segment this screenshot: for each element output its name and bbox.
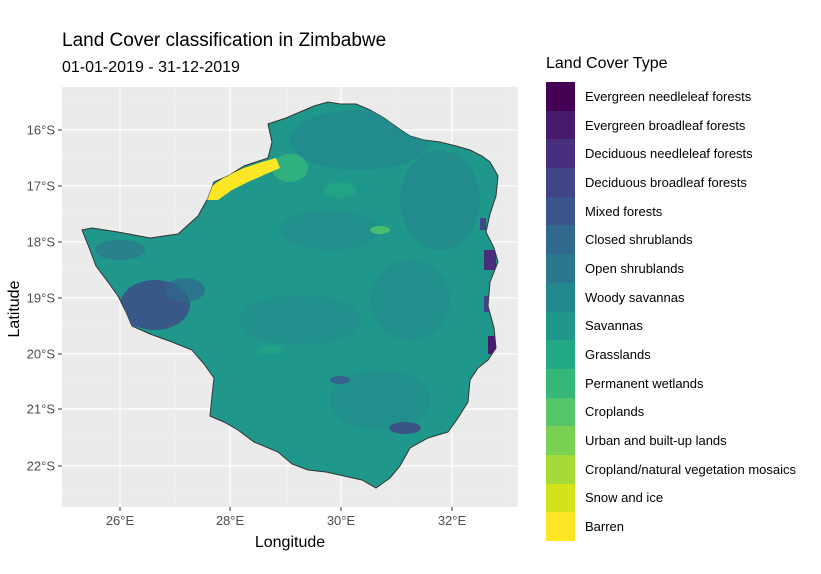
legend-item: Evergreen needleleaf forests — [546, 82, 796, 111]
legend-label: Evergreen needleleaf forests — [585, 88, 752, 104]
axis-ticks — [58, 129, 453, 511]
legend-swatch — [546, 426, 575, 455]
legend-item: Grasslands — [546, 340, 796, 369]
legend-swatch — [546, 311, 575, 341]
y-tick-label: 22°S — [27, 459, 56, 474]
legend-swatch — [546, 512, 575, 541]
legend-swatch — [546, 254, 575, 283]
y-tick-label: 21°S — [27, 402, 56, 417]
legend-swatch — [546, 225, 575, 255]
map-subtitle: 01-01-2019 - 31-12-2019 — [62, 59, 240, 76]
legend-swatch — [546, 110, 575, 140]
legend-swatch — [546, 340, 575, 369]
x-tick-label: 32°E — [438, 513, 467, 528]
y-tick-label: 20°S — [27, 347, 56, 362]
legend-item: Woody savannas — [546, 282, 796, 312]
legend-label: Snow and ice — [585, 490, 664, 506]
legend-item: Savannas — [546, 311, 796, 341]
legend-swatch — [546, 196, 575, 226]
legend-label: Savannas — [585, 318, 643, 334]
legend-swatch — [546, 168, 575, 197]
legend-item: Mixed forests — [546, 196, 796, 226]
map-title: Land Cover classification in Zimbabwe — [62, 30, 387, 51]
y-axis-title: Latitude — [6, 280, 23, 338]
legend-label: Barren — [585, 519, 625, 535]
legend-label: Open shrublands — [585, 260, 685, 276]
legend-swatch — [546, 139, 575, 169]
legend-label: Evergreen broadleaf forests — [585, 117, 746, 133]
legend-item: Open shrublands — [546, 254, 796, 283]
legend-item: Snow and ice — [546, 483, 796, 513]
y-tick-label: 16°S — [27, 123, 56, 138]
legend-item: Evergreen broadleaf forests — [546, 110, 796, 140]
legend-swatch — [546, 368, 575, 398]
legend-swatch — [546, 282, 575, 312]
legend-item: Croplands — [546, 397, 796, 427]
legend-swatch — [546, 483, 575, 513]
y-tick-label: 19°S — [27, 291, 56, 306]
legend-item: Deciduous broadleaf forests — [546, 168, 796, 197]
legend-item: Closed shrublands — [546, 225, 796, 255]
legend-item: Barren — [546, 512, 796, 541]
legend-item: Deciduous needleleaf forests — [546, 139, 796, 169]
legend-label: Deciduous needleleaf forests — [585, 146, 753, 162]
legend-label: Urban and built-up lands — [585, 433, 727, 449]
legend-item: Cropland/natural vegetation mosaics — [546, 454, 797, 484]
legend-label: Cropland/natural vegetation mosaics — [585, 461, 797, 477]
legend-swatch — [546, 454, 575, 484]
y-tick-label: 17°S — [27, 179, 56, 194]
x-tick-label: 26°E — [106, 513, 135, 528]
legend: Evergreen needleleaf forests Evergreen br… — [546, 82, 796, 541]
legend-label: Mixed forests — [585, 203, 663, 219]
legend-item: Urban and built-up lands — [546, 426, 796, 455]
legend-swatch — [546, 82, 575, 111]
legend-label: Permanent wetlands — [585, 375, 704, 391]
legend-title: Land Cover Type — [546, 55, 668, 72]
legend-label: Croplands — [585, 404, 645, 420]
legend-label: Closed shrublands — [585, 232, 693, 248]
x-tick-label: 28°E — [216, 513, 245, 528]
x-axis-title: Longitude — [254, 534, 326, 551]
legend-swatch — [546, 397, 575, 427]
legend-label: Deciduous broadleaf forests — [585, 174, 747, 190]
legend-label: Grasslands — [585, 347, 651, 363]
legend-item: Permanent wetlands — [546, 368, 796, 398]
legend-label: Woody savannas — [585, 289, 685, 305]
y-tick-label: 18°S — [27, 235, 56, 250]
zimbabwe-land-cover — [81, 101, 499, 489]
x-tick-label: 30°E — [327, 513, 356, 528]
